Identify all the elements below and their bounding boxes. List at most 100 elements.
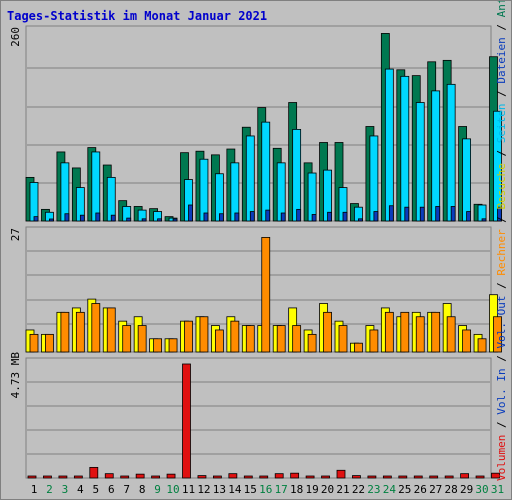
x-day-label: 16 [259,483,272,496]
bar-volumen-day-1 [27,475,37,479]
bar-volumen-day-31 [491,472,500,479]
bar-rechner-day-12 [199,316,209,353]
bar-volumen-day-2 [43,475,52,479]
legend-sep-7: / [495,24,508,31]
bar-rechner-day-31 [493,316,502,353]
bar-volumen-day-3 [58,475,68,479]
bar-volumen-day-19 [305,475,315,479]
x-day-label: 27 [429,483,442,496]
x-day-label: 10 [166,483,179,496]
bar-volumen-day-23 [367,475,377,479]
legend-seiten: Seiten [495,103,508,143]
bar-volumen-day-26 [413,475,423,479]
bar-volumen-day-14 [228,473,238,479]
bar-volumen-day-15 [243,475,253,479]
visits-ymax-label: 27 [9,228,22,241]
bar-seiten-day-26 [419,206,425,222]
bar-seiten-day-27 [435,206,441,222]
bar-volumen-day-12 [197,475,207,479]
bar-rechner-day-11 [184,320,193,353]
volume-plot-area [25,357,492,479]
bar-volumen-day-5 [89,466,99,479]
bar-volumen-day-8 [135,473,145,479]
x-day-label: 21 [336,483,349,496]
x-day-label: 26 [414,483,427,496]
bar-volumen-day-20 [321,475,330,479]
bar-volumen-day-30 [475,475,485,479]
x-day-label: 23 [367,483,380,496]
bar-dateien-day-17 [276,162,286,222]
bar-dateien-day-25 [400,75,410,222]
bar-rechner-day-7 [122,325,132,353]
bar-volumen-day-4 [73,475,83,479]
x-day-label: 4 [77,483,84,496]
x-day-label: 19 [305,483,318,496]
bar-volumen-day-17 [274,473,284,479]
x-day-label: 15 [244,483,257,496]
bar-seiten-day-5 [95,212,101,222]
x-day-label: 25 [398,483,411,496]
volume-ymax-label: 4.73 MB [9,352,22,399]
legend-sep-6: / [495,90,508,97]
bar-rechner-day-29 [462,329,472,353]
bar-seiten-day-21 [342,211,348,222]
bar-dateien-day-14 [230,162,240,222]
bar-rechner-day-13 [214,329,224,353]
bar-rechner-day-2 [45,333,54,353]
bar-seiten-day-29 [466,211,472,222]
bar-marks [25,33,502,479]
x-day-label: 8 [139,483,146,496]
bar-rechner-day-26 [415,316,425,353]
bar-rechner-day-9 [153,338,163,353]
bar-rechner-day-27 [431,311,441,353]
bar-dateien-day-5 [91,151,101,222]
bar-rechner-day-28 [446,316,456,353]
bar-seiten-day-17 [280,212,286,222]
bar-seiten-day-31 [497,206,502,222]
bar-seiten-day-25 [404,206,410,222]
bar-volumen-day-6 [104,473,114,479]
bar-dateien-day-27 [431,90,441,222]
chart-title: Tages-Statistik im Monat Januar 2021 [7,9,267,23]
legend-sep-2: / [495,355,508,362]
x-day-label: 3 [62,483,69,496]
x-day-label: 1 [31,483,38,496]
x-day-label: 6 [108,483,115,496]
bar-rechner-day-5 [91,303,101,353]
bar-dateien-day-23 [369,135,379,222]
bar-seiten-day-4 [79,214,85,222]
x-day-label: 14 [228,483,242,496]
bar-dateien-day-19 [307,172,317,222]
x-day-label: 30 [475,483,488,496]
x-day-label: 11 [182,483,195,496]
bar-rechner-day-20 [323,311,332,353]
bar-dateien-day-12 [199,158,209,222]
bar-rechner-day-25 [400,311,410,353]
bar-rechner-day-23 [369,329,379,353]
x-day-label: 9 [154,483,161,496]
bar-seiten-day-3 [64,213,70,222]
requests-ymax-label: 260 [9,27,22,47]
legend-vol-out: Vol. Out [495,296,508,349]
bar-seiten-day-30 [481,218,487,222]
bar-dateien-day-29 [462,138,472,222]
bar-rechner-day-14 [230,320,240,353]
x-day-label: 7 [123,483,130,496]
bar-rechner-day-8 [137,325,147,353]
x-day-label: 2 [46,483,53,496]
bar-rechner-day-1 [29,333,39,353]
bar-seiten-day-9 [157,218,163,222]
bar-dateien-day-24 [384,68,394,222]
bar-dateien-day-1 [29,182,39,222]
bar-rechner-day-22 [354,342,363,353]
bar-seiten-day-12 [203,212,209,222]
bar-rechner-day-6 [106,307,116,353]
legend-sep-3: / [495,282,508,289]
bar-seiten-day-13 [218,213,224,222]
bar-seiten-day-23 [373,211,379,222]
bar-seiten-day-20 [327,211,332,222]
bar-seiten-day-24 [388,205,394,222]
bar-dateien-day-6 [106,176,116,222]
legend-sep-5: / [495,150,508,157]
